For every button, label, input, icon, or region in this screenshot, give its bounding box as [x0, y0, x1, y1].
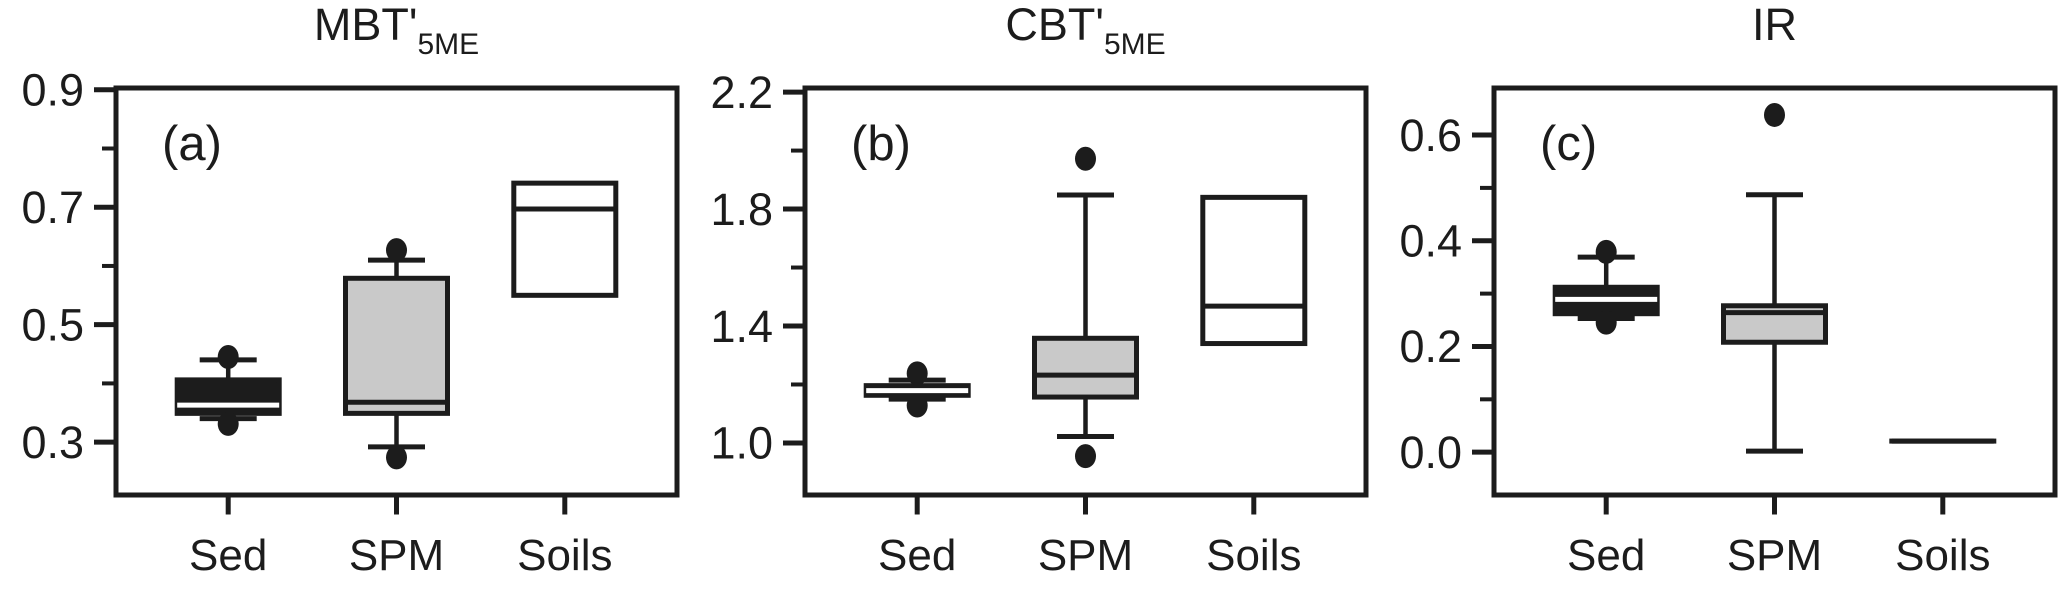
category-label-soils: Soils: [517, 531, 612, 580]
outlier-dot: [1075, 146, 1096, 171]
y-axis-tick-label: 0.4: [1399, 216, 1462, 267]
boxplot-svg-a: 0.3 0.5 0.7 0.9 Sed SPM Soils (a) MBT'5ME: [21, 0, 680, 580]
category-label-spm: SPM: [1727, 531, 1822, 580]
outlier-dot: [386, 238, 407, 263]
panel-title: CBT'5ME: [1005, 0, 1165, 61]
outlier-dot: [1075, 444, 1096, 469]
panel-title-main: CBT': [1005, 0, 1104, 50]
outlier-dot: [1595, 239, 1617, 264]
boxplot-svg-c: 0.0 0.2 0.4 0.6 Sed SPM Soils (c) IR: [1399, 0, 2058, 580]
category-label-soils: Soils: [1206, 531, 1301, 580]
panel-title-main: MBT': [314, 0, 418, 50]
iqr-box-spm: [1032, 335, 1139, 400]
y-axis-tick-label: 0.6: [1399, 110, 1462, 161]
y-axis-tick-label: 0.9: [21, 65, 84, 116]
y-axis-tick-label: 1.8: [710, 184, 773, 235]
category-label-spm: SPM: [1038, 531, 1133, 580]
panel-title-subscript: 5ME: [1104, 28, 1166, 61]
iqr-box-soils: [1200, 194, 1308, 347]
outlier-dot: [217, 411, 239, 436]
panel-mbt5me: 0.3 0.5 0.7 0.9 Sed SPM Soils (a) MBT'5ME: [0, 0, 689, 597]
iqr-box-soils: [511, 180, 619, 298]
category-label-sed: Sed: [878, 531, 956, 580]
y-axis-tick-label: 0.5: [21, 299, 84, 350]
panel-cbt5me: 1.0 1.4 1.8 2.2 Sed SPM Soils (b) CBT'5ME: [689, 0, 1378, 597]
y-axis-tick-label: 0.3: [21, 417, 84, 468]
iqr-box-spm: [343, 275, 450, 416]
y-axis-tick-label: 1.4: [710, 301, 773, 352]
category-label-spm: SPM: [349, 531, 444, 580]
outlier-dot: [386, 445, 407, 470]
y-axis-tick-label: 0.2: [1399, 321, 1462, 372]
category-label-soils: Soils: [1895, 531, 1990, 580]
outlier-dot: [217, 344, 239, 369]
panel-letter: (b): [851, 117, 911, 171]
outlier-dot: [1595, 310, 1617, 335]
panel-title-subscript: 5ME: [417, 28, 479, 61]
panel-title: MBT'5ME: [314, 0, 479, 61]
boxplot-svg-b: 1.0 1.4 1.8 2.2 Sed SPM Soils (b) CBT'5ME: [710, 0, 1369, 580]
outlier-dot: [906, 361, 928, 386]
category-label-sed: Sed: [189, 531, 267, 580]
panel-letter: (a): [162, 117, 222, 171]
panel-letter: (c): [1540, 117, 1597, 171]
y-axis-tick-label: 0.0: [1399, 427, 1462, 478]
panel-title: IR: [1752, 0, 1797, 50]
y-axis-tick-label: 0.7: [21, 182, 84, 233]
panel-ir: 0.0 0.2 0.4 0.6 Sed SPM Soils (c) IR: [1378, 0, 2067, 597]
y-axis-tick-label: 2.2: [710, 67, 773, 118]
y-axis-tick-label: 1.0: [710, 418, 773, 469]
panel-title-main: IR: [1752, 0, 1797, 50]
outlier-dot: [906, 393, 928, 418]
outlier-dot: [1764, 102, 1785, 127]
iqr-box-sed: [174, 377, 282, 416]
category-label-sed: Sed: [1567, 531, 1645, 580]
